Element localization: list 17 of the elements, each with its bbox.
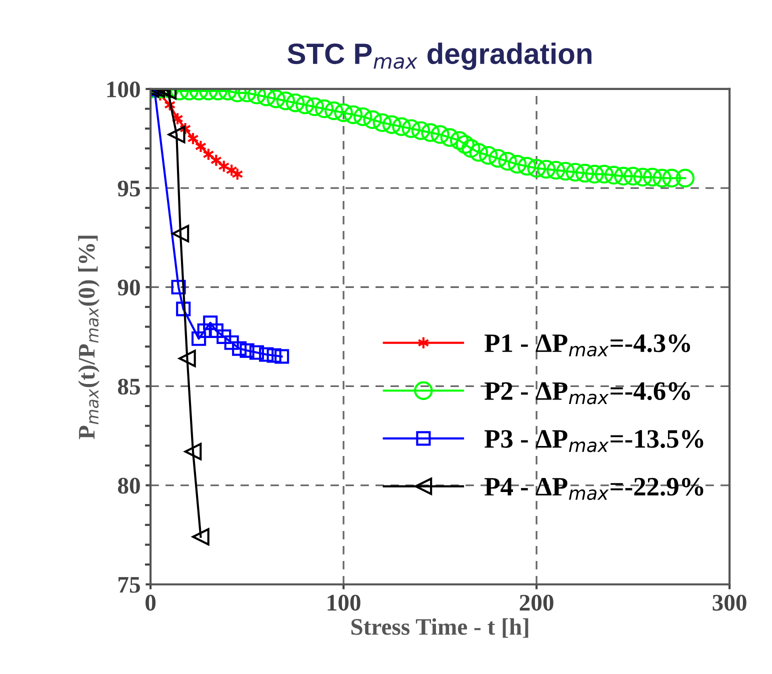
legend-label: P3 - ΔP$_{max}$=-13.5% [484,430,704,452]
y-tick-label: 85 [118,378,140,395]
y-tick-label: 75 [118,577,140,593]
y-tick-label: 95 [118,180,140,196]
y-tick-label: 100 [107,81,140,98]
y-axis-title: P$_{max}$(t)/P$_{max}$(0) [%] [78,236,100,440]
legend-label: P2 - ΔP$_{max}$=-4.6% [484,382,690,404]
x-tick-label: 200 [520,594,554,611]
x-tick-label: 0 [146,594,156,611]
y-tick-label: 80 [118,478,140,494]
x-tick-label: 100 [328,594,360,611]
x-tick-label: 300 [712,594,746,611]
legend-label: P1 - ΔP$_{max}$=-4.3% [484,334,690,356]
chart-title: STC P$_{max}$ degradation [288,42,592,70]
x-axis-title: Stress Time - t [h] [351,618,528,638]
y-tick-label: 90 [118,280,140,296]
legend-label: P4 - ΔP$_{max}$=-22.9% [484,478,704,500]
